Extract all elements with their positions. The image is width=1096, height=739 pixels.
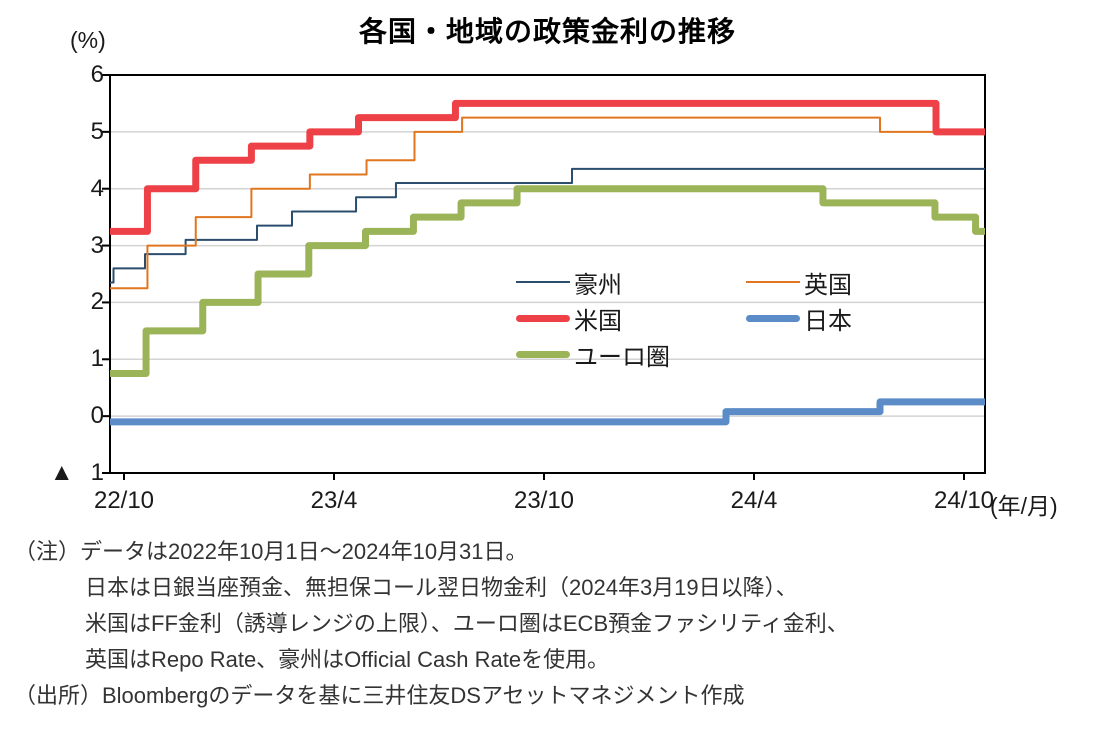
legend-line-japan [746, 314, 800, 322]
legend-line-eurozone [516, 350, 570, 358]
chart-notes: （注）データは2022年10月1日～2024年10月31日。 日本は日銀当座預金… [14, 534, 1094, 714]
chart-legend: 豪州 英国米国 日本ユーロ圏 [516, 266, 852, 371]
legend-item-us: 米国 [516, 302, 746, 335]
y-tick-value: 0 [90, 402, 104, 430]
note-line: 日本は日銀当座預金、無担保コール翌日物金利（2024年3月19日以降）、 [85, 575, 798, 600]
y-tick-label: 3 [28, 231, 104, 261]
series-line-uk [110, 116, 985, 290]
negative-triangle-marker: ▲ [49, 459, 74, 486]
plot-border [109, 74, 986, 474]
series-line-japan [110, 398, 985, 426]
note-line: 英国はRepo Rate、豪州はOfficial Cash Rateを使用。 [85, 647, 610, 672]
x-axis-unit-label: (年/月) [990, 493, 1058, 519]
legend-item-uk: 英国 [746, 266, 852, 299]
note-line: 米国はFF金利（誘導レンジの上限）、ユーロ圏はECB預金ファシリティ金利、 [85, 611, 849, 636]
x-tick-label: 24/10 [933, 487, 995, 514]
y-tick-label: 6 [28, 60, 104, 90]
legend-line-us [516, 314, 570, 322]
series-line-australia [110, 167, 985, 284]
source-line: （出所）Bloombergのデータを基に三井住友DSアセットマネジメント作成 [14, 683, 745, 708]
x-tick-label: 24/4 [730, 487, 778, 514]
y-tick-label: 0 [28, 401, 104, 431]
legend-label-australia: 豪州 [574, 271, 622, 299]
y-tick-label: ▲ 1 [28, 458, 104, 488]
y-tick-label: 1 [28, 344, 104, 374]
y-axis-unit-label: (%) [70, 27, 106, 53]
y-tick-value: 1 [90, 459, 104, 486]
y-tick-label: 4 [28, 174, 104, 204]
legend-label-us: 米国 [574, 307, 622, 335]
x-tick-label: 23/10 [513, 487, 575, 514]
legend-item-japan: 日本 [746, 302, 852, 335]
legend-item-eurozone: ユーロ圏 [516, 338, 746, 371]
legend-line-australia [516, 281, 570, 283]
y-tick-value: 4 [90, 174, 104, 202]
legend-label-eurozone: ユーロ圏 [574, 343, 670, 371]
legend-label-japan: 日本 [804, 307, 852, 335]
legend-line-uk [746, 281, 800, 283]
y-tick-value: 2 [90, 288, 104, 316]
y-tick-label: 5 [28, 117, 104, 147]
x-tick-label: 23/4 [310, 487, 358, 514]
series-line-us [110, 99, 985, 235]
legend-label-uk: 英国 [804, 271, 852, 299]
y-tick-value: 5 [90, 117, 104, 145]
chart-title: 各国・地域の政策金利の推移 [358, 16, 736, 47]
legend-item-australia: 豪州 [516, 266, 746, 299]
y-tick-value: 3 [90, 231, 104, 259]
y-tick-label: 2 [28, 287, 104, 317]
x-tick-label: 22/10 [93, 487, 155, 514]
note-line: （注）データは2022年10月1日～2024年10月31日。 [14, 539, 528, 564]
series-line-eurozone [110, 185, 985, 377]
y-tick-value: 6 [90, 61, 104, 88]
y-tick-value: 1 [90, 345, 104, 373]
